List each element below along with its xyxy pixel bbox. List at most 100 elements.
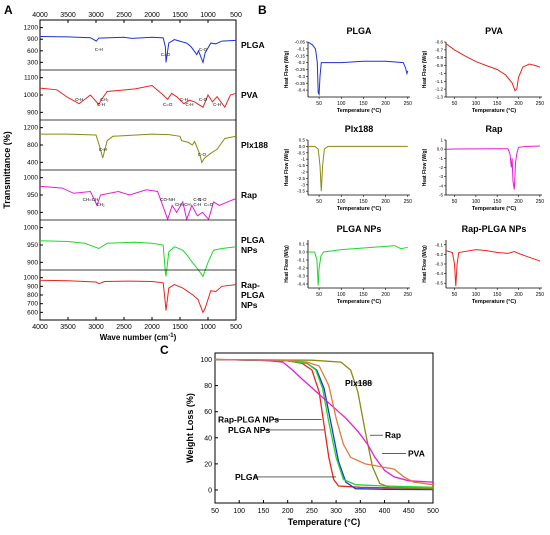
ftir-peak-annotation: C-H (180, 97, 188, 102)
ftir-y-tick-label: 1000 (24, 175, 39, 182)
dsc-x-tick-label: 50 (452, 199, 458, 205)
dsc-y-tick-label: -0.3 (297, 274, 305, 279)
ftir-y-tick-label: 1000 (24, 275, 39, 282)
dsc-y-axis-label: Heat Flow (W/g) (422, 148, 428, 186)
dsc-x-tick-label: 150 (359, 292, 368, 298)
tga-x-tick-label: 50 (211, 508, 219, 515)
ftir-y-tick-label: 1200 (24, 25, 39, 32)
tga-series-label: PLGA NPs (228, 425, 270, 435)
dsc-x-tick-label: 200 (514, 101, 523, 107)
tga-curve-rap-plga-nps (214, 358, 434, 488)
ftir-series-rap (39, 185, 237, 222)
dsc-x-tick-label: 100 (337, 199, 346, 205)
ftir-bottom-tick-label: 500 (230, 324, 242, 331)
dsc-y-tick-label: -0.3 (297, 74, 305, 79)
ftir-y-tick-label: 600 (27, 309, 38, 316)
dsc-y-tick-label: 1 (440, 138, 443, 143)
ftir-series-label: Rap- (241, 280, 260, 290)
dsc-x-tick-label: 50 (452, 101, 458, 107)
dsc-x-tick-label: 250 (536, 199, 545, 205)
tga-y-tick-label: 40 (204, 435, 212, 442)
dsc-y-tick-label: -2.5 (297, 176, 305, 181)
tga-x-tick-label: 200 (282, 508, 294, 515)
dsc-x-tick-label: 250 (536, 292, 545, 298)
dsc-y-tick-label: -3 (301, 182, 305, 187)
ftir-peak-annotation: C=O (204, 202, 214, 207)
ftir-peak-annotation: CH=CH (83, 197, 99, 202)
dsc-x-tick-label: 200 (381, 292, 390, 298)
ftir-bottom-tick-label: 3000 (88, 324, 104, 331)
ftir-y-tick-label: 900 (27, 109, 38, 116)
dsc-x-axis-label: Temperature (°C) (337, 108, 381, 114)
ftir-peak-annotation: C-O (199, 47, 208, 52)
ftir-peak-annotation: O-H (75, 97, 83, 102)
dsc-y-tick-label: -1.2 (435, 87, 443, 92)
dsc-x-tick-label: 250 (404, 199, 413, 205)
dsc-x-tick-label: 100 (337, 101, 346, 107)
ftir-series-label: PLGA (241, 290, 265, 300)
ftir-bottom-tick-label: 4000 (32, 324, 48, 331)
ftir-series-plga-nps (39, 240, 237, 278)
dsc-x-axis-label: Temperature (°C) (337, 299, 381, 305)
tga-curve-pva (214, 358, 434, 486)
tga-y-tick-label: 60 (204, 409, 212, 416)
ftir-peak-annotation: CH₂ (96, 202, 104, 207)
tga-curve-rap (214, 358, 434, 483)
dsc-plot-title: Rap (485, 124, 503, 134)
ftir-x-axis-label: Wave number (cm-1) (100, 333, 177, 342)
dsc-curve (445, 145, 540, 190)
tga-panel: 50 100 150 200 250 300 350 400 450 500 0 20 40 60 80 10… (185, 352, 439, 527)
dsc-x-tick-label: 150 (493, 292, 502, 298)
dsc-plot-title: Plx188 (345, 124, 374, 134)
dsc-curve (445, 249, 541, 287)
dsc-plot-rap-plga-nps: Rap-PLGA NPs 50 100 150 200 250 -0.1 -0.2 -0.3 -0… (422, 224, 544, 305)
ftir-series-label: PVA (241, 90, 258, 100)
ftir-y-tick-label: 900 (27, 283, 38, 290)
tga-x-tick-label: 100 (233, 508, 245, 515)
ftir-y-tick-label: 900 (27, 36, 38, 43)
dsc-curve (307, 41, 409, 96)
dsc-y-tick-label: 0.0 (299, 250, 306, 255)
tga-x-tick-label: 350 (354, 508, 366, 515)
ftir-top-tick-label: 1500 (172, 12, 188, 19)
ftir-peak-annotation: C-O (198, 152, 207, 157)
dsc-y-tick-label: -1 (439, 156, 443, 161)
dsc-y-tick-label: -2 (439, 165, 443, 170)
dsc-y-tick-label: -0.1 (297, 258, 305, 263)
dsc-x-tick-label: 200 (514, 292, 523, 298)
dsc-curve (308, 145, 408, 192)
dsc-y-tick-label: -0.8 (435, 55, 443, 60)
dsc-plot-rap: Rap 50 100 150 200 250 1 0.0 -1 -2 -3 -4 -5 Temperatu… (422, 124, 544, 212)
dsc-y-tick-label: -1.3 (435, 95, 443, 100)
ftir-series-label: PLGA (241, 40, 265, 50)
ftir-y-axis-label: Transmittance (%) (2, 131, 12, 209)
tga-series-label: PVA (408, 448, 425, 458)
dsc-y-tick-label: -0.5 (297, 150, 305, 155)
tga-y-tick-label: 100 (200, 357, 212, 364)
ftir-peak-annotation: C-H (97, 102, 105, 107)
dsc-y-tick-label: -0.35 (295, 81, 306, 86)
ftir-peak-annotation: C-H (186, 102, 194, 107)
ftir-series-label: NPs (241, 300, 258, 310)
ftir-series-plx188 (40, 133, 237, 164)
dsc-plot-title: PVA (485, 26, 503, 36)
tga-x-tick-label: 400 (379, 508, 391, 515)
dsc-y-tick-label: -1.1 (435, 79, 443, 84)
dsc-x-tick-label: 50 (452, 292, 458, 298)
dsc-y-axis-label: Heat Flow (W/g) (422, 245, 428, 283)
dsc-y-axis-label: Heat Flow (W/g) (284, 245, 290, 283)
dsc-x-axis-label: Temperature (°C) (337, 206, 381, 212)
dsc-x-tick-label: 150 (493, 101, 502, 107)
ftir-top-tick-label: 2500 (116, 12, 132, 19)
dsc-y-tick-label: -5 (439, 193, 443, 198)
dsc-y-tick-label: -0.6 (435, 40, 443, 45)
ftir-y-tick-label: 1100 (24, 75, 38, 82)
dsc-x-tick-label: 100 (337, 292, 346, 298)
tga-x-tick-label: 250 (306, 508, 318, 515)
dsc-y-tick-label: -0.5 (435, 281, 443, 286)
ftir-panel: 4000 4000 3500 3500 3000 3000 2500 2500 2000 2000… (2, 12, 268, 342)
ftir-bottom-tick-label: 1500 (172, 324, 188, 331)
dsc-x-tick-label: 200 (514, 199, 523, 205)
ftir-top-tick-label: 1000 (200, 12, 216, 19)
